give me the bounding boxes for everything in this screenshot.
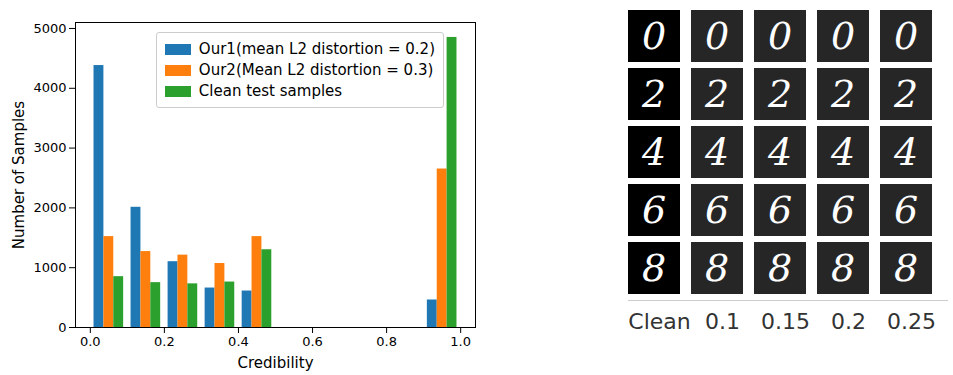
html-text:0: 0	[893, 14, 919, 58]
svg-text:0: 0	[58, 320, 66, 335]
html-text:2: 2	[893, 72, 919, 116]
html-text:0.15: 0.15	[761, 309, 810, 334]
html-text:6: 6	[641, 188, 667, 232]
html-text:2: 2	[767, 72, 793, 116]
svg-text:0.2: 0.2	[154, 334, 175, 349]
svg-text:3000: 3000	[33, 140, 66, 155]
html-text:4: 4	[893, 130, 919, 174]
html-text:Clean: Clean	[628, 309, 691, 334]
html-text:Our1(mean L2 distortion = 0.2): Our1(mean L2 distortion = 0.2)	[198, 40, 435, 58]
html-text:0: 0	[830, 14, 856, 58]
html-text:8: 8	[830, 246, 856, 290]
html-text:6: 6	[767, 188, 793, 232]
svg-text:2000: 2000	[33, 200, 66, 215]
html-text:Our2(Mean L2 distortion = 0.3): Our2(Mean L2 distortion = 0.3)	[198, 61, 434, 79]
html-text:8: 8	[893, 246, 919, 290]
html-text:6: 6	[830, 188, 856, 232]
html-text:4: 4	[830, 130, 856, 174]
svg-text:0.8: 0.8	[376, 334, 397, 349]
svg-text:5000: 5000	[33, 21, 66, 36]
svg-text:0.4: 0.4	[228, 334, 249, 349]
svg-text:Number of Samples: Number of Samples	[10, 101, 28, 249]
html-text:4: 4	[704, 130, 730, 174]
html-text:0: 0	[704, 14, 730, 58]
svg-text:1.0: 1.0	[450, 334, 471, 349]
html-text:4: 4	[767, 130, 793, 174]
svg-text:4000: 4000	[33, 80, 66, 95]
svg-text:1000: 1000	[33, 260, 66, 275]
svg-text:0.6: 0.6	[302, 334, 323, 349]
html-text:2: 2	[704, 72, 730, 116]
svg-text:0.0: 0.0	[80, 334, 101, 349]
svg-text:Credibility: Credibility	[237, 354, 313, 372]
html-text:6: 6	[893, 188, 919, 232]
html-text:8: 8	[641, 246, 667, 290]
html-text:6: 6	[704, 188, 730, 232]
html-text:Clean test samples: Clean test samples	[198, 82, 343, 100]
html-text:0: 0	[767, 14, 793, 58]
html-text:2: 2	[641, 72, 667, 116]
html-text:0.2: 0.2	[831, 309, 866, 334]
html-text:4: 4	[641, 130, 667, 174]
html-text:8: 8	[704, 246, 730, 290]
html-text:0.25: 0.25	[887, 309, 936, 334]
html-text:0.1: 0.1	[705, 309, 740, 334]
html-text:0: 0	[641, 14, 667, 58]
html-text:2: 2	[830, 72, 856, 116]
html-text:8: 8	[767, 246, 793, 290]
